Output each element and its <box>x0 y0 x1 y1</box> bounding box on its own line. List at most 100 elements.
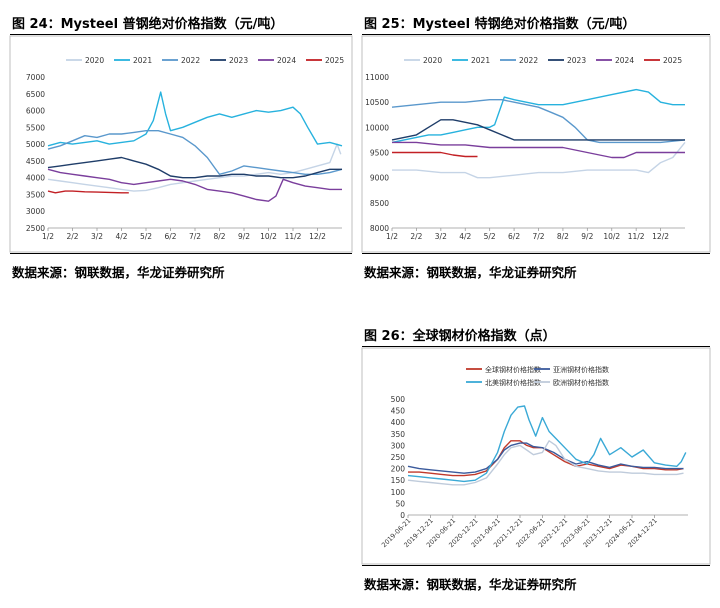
series-line-2021 <box>47 91 343 147</box>
series-line-北美钢材价格指数 <box>407 405 687 483</box>
y-tick-label: 2500 <box>26 224 45 233</box>
legend-label: 2023 <box>567 56 586 65</box>
chart-frame <box>361 35 711 253</box>
x-tick-label: 5/2 <box>140 232 152 241</box>
x-tick-label: 7/2 <box>532 232 544 241</box>
y-tick-label: 9000 <box>370 174 389 183</box>
figure-24-source: 数据来源：钢联数据，华龙证券研究所 <box>12 265 225 280</box>
figure-26-title-rule <box>362 346 710 347</box>
x-tick-label: 7/2 <box>189 232 201 241</box>
y-tick-label: 3500 <box>26 190 45 199</box>
x-tick-label: 4/2 <box>115 232 127 241</box>
y-tick-label: 10000 <box>365 123 389 132</box>
y-tick-label: 100 <box>391 488 406 497</box>
figure-25-title-rule <box>362 34 710 35</box>
series-line-2020 <box>392 141 686 179</box>
series-line-亚洲钢材价格指数 <box>407 442 684 474</box>
x-tick-label: 11/2 <box>285 232 302 241</box>
legend-label: 2024 <box>277 56 296 65</box>
figure-25-source: 数据来源：钢联数据，华龙证券研究所 <box>364 265 577 280</box>
y-tick-label: 8500 <box>370 199 389 208</box>
x-tick-label: 8/2 <box>557 232 569 241</box>
legend-label: 2020 <box>423 56 442 65</box>
legend-label: 欧洲钢材价格指数 <box>553 378 609 387</box>
series-line-2025 <box>47 190 129 194</box>
x-tick-label: 9/2 <box>238 232 250 241</box>
figure-25-title: 图 25：Mysteel 特钢绝对价格指数（元/吨） <box>364 17 636 32</box>
series-line-2023 <box>47 156 342 179</box>
legend-label: 2025 <box>663 56 682 65</box>
y-tick-label: 4000 <box>26 174 45 183</box>
y-tick-label: 11000 <box>365 73 389 82</box>
y-tick-label: 5000 <box>26 140 45 149</box>
y-tick-label: 7000 <box>26 73 45 82</box>
x-tick-label: 9/2 <box>581 232 593 241</box>
x-tick-label: 2/2 <box>66 232 78 241</box>
figure-26-source-rule <box>362 565 710 566</box>
y-tick-label: 450 <box>391 407 406 416</box>
y-tick-label: 150 <box>391 476 406 485</box>
figure-25-source-rule <box>362 253 710 254</box>
series-line-2021 <box>391 88 685 144</box>
chart-frame <box>361 347 711 565</box>
x-tick-label: 3/2 <box>91 232 103 241</box>
y-tick-label: 4500 <box>26 157 45 166</box>
series-line-欧洲钢材价格指数 <box>407 440 684 486</box>
y-tick-label: 9500 <box>370 149 389 158</box>
series-line-2022 <box>391 98 686 144</box>
legend-label: 2020 <box>85 56 104 65</box>
x-tick-label: 12/2 <box>309 232 326 241</box>
legend-label: 2024 <box>615 56 634 65</box>
y-tick-label: 3000 <box>26 207 45 216</box>
x-tick-label: 11/2 <box>628 232 645 241</box>
legend-label: 亚洲钢材价格指数 <box>553 365 609 374</box>
x-tick-label: 10/2 <box>603 232 620 241</box>
x-tick-label: 10/2 <box>260 232 277 241</box>
y-tick-label: 400 <box>391 418 406 427</box>
y-tick-label: 50 <box>395 499 405 508</box>
x-tick-label: 2/2 <box>410 232 422 241</box>
series-line-2025 <box>392 151 478 158</box>
y-tick-label: 5500 <box>26 123 45 132</box>
x-tick-label: 4/2 <box>459 232 471 241</box>
legend-label: 2022 <box>519 56 538 65</box>
y-tick-label: 8000 <box>370 224 389 233</box>
figure-24-source-rule <box>10 253 352 254</box>
y-tick-label: 300 <box>391 441 406 450</box>
legend-label: 2025 <box>325 56 344 65</box>
x-tick-label: 12/2 <box>652 232 669 241</box>
y-tick-label: 0 <box>400 511 405 520</box>
legend-label: 2021 <box>471 56 490 65</box>
x-tick-label: 8/2 <box>213 232 225 241</box>
y-tick-label: 6000 <box>26 107 45 116</box>
legend-label: 北美钢材价格指数 <box>485 378 541 387</box>
x-tick-label: 5/2 <box>484 232 496 241</box>
series-line-2020 <box>47 143 342 192</box>
legend-label: 2021 <box>133 56 152 65</box>
chart-frame <box>9 35 353 253</box>
figure-24-title-rule <box>10 34 352 35</box>
x-tick-label: 6/2 <box>508 232 520 241</box>
x-tick-label: 3/2 <box>435 232 447 241</box>
y-tick-label: 500 <box>391 395 406 404</box>
y-tick-label: 6500 <box>26 90 45 99</box>
legend-label: 2022 <box>181 56 200 65</box>
x-tick-label: 1/2 <box>42 232 54 241</box>
series-line-2022 <box>47 129 343 176</box>
figure-26-title: 图 26：全球钢材价格指数（点） <box>364 329 556 344</box>
y-tick-label: 200 <box>391 465 406 474</box>
series-line-2023 <box>391 119 685 141</box>
y-tick-label: 350 <box>391 430 406 439</box>
figure-26-source: 数据来源：钢联数据，华龙证券研究所 <box>364 577 577 592</box>
series-line-2024 <box>392 141 685 159</box>
legend-label: 全球钢材价格指数 <box>485 365 541 374</box>
legend-label: 2023 <box>229 56 248 65</box>
series-line-2024 <box>47 168 342 202</box>
x-tick-label: 6/2 <box>164 232 176 241</box>
x-tick-label: 1/2 <box>386 232 398 241</box>
y-tick-label: 10500 <box>365 98 389 107</box>
y-tick-label: 250 <box>391 453 406 462</box>
